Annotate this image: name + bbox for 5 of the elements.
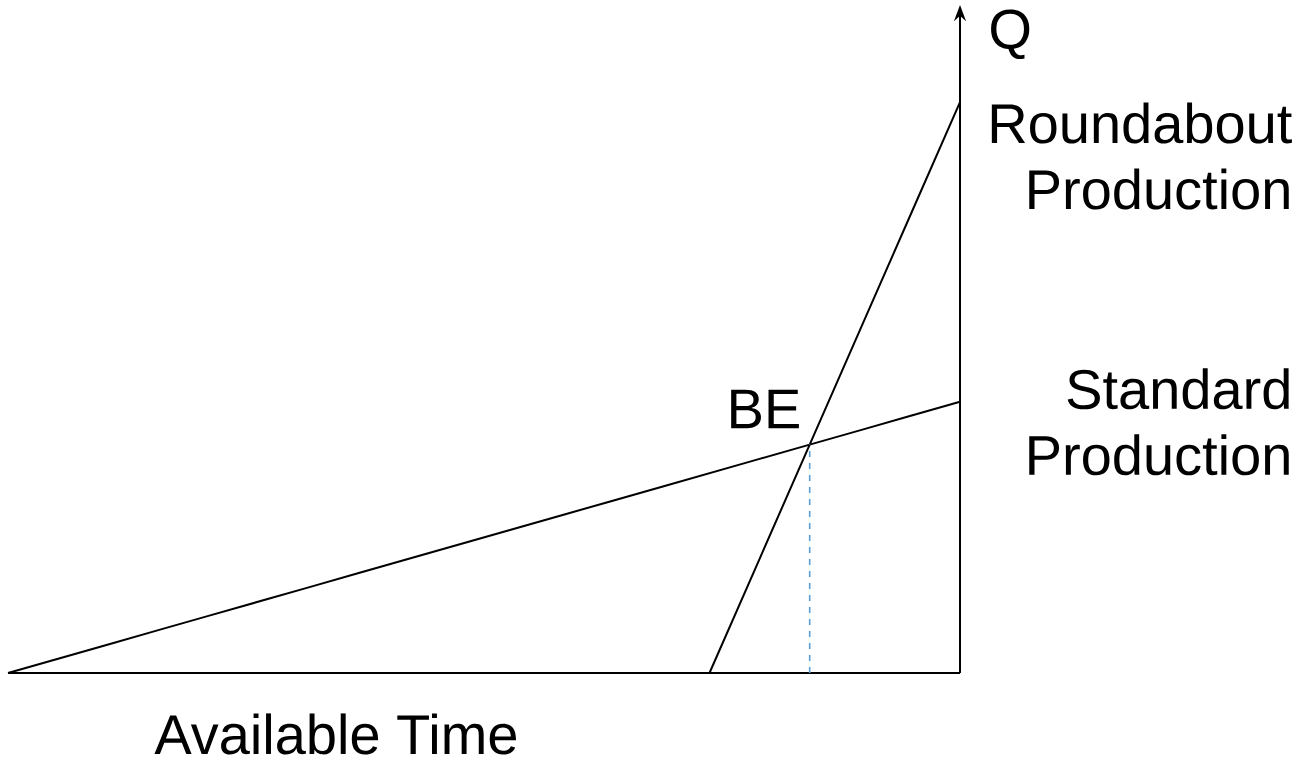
- series-label: Standard Production: [1029, 368, 1289, 476]
- annotation: BE: [731, 389, 799, 429]
- series-label: Roundabout Production: [991, 102, 1292, 210]
- y-axis-title: Q: [991, 9, 1030, 60]
- x-axis-title: Available Time: [154, 713, 516, 755]
